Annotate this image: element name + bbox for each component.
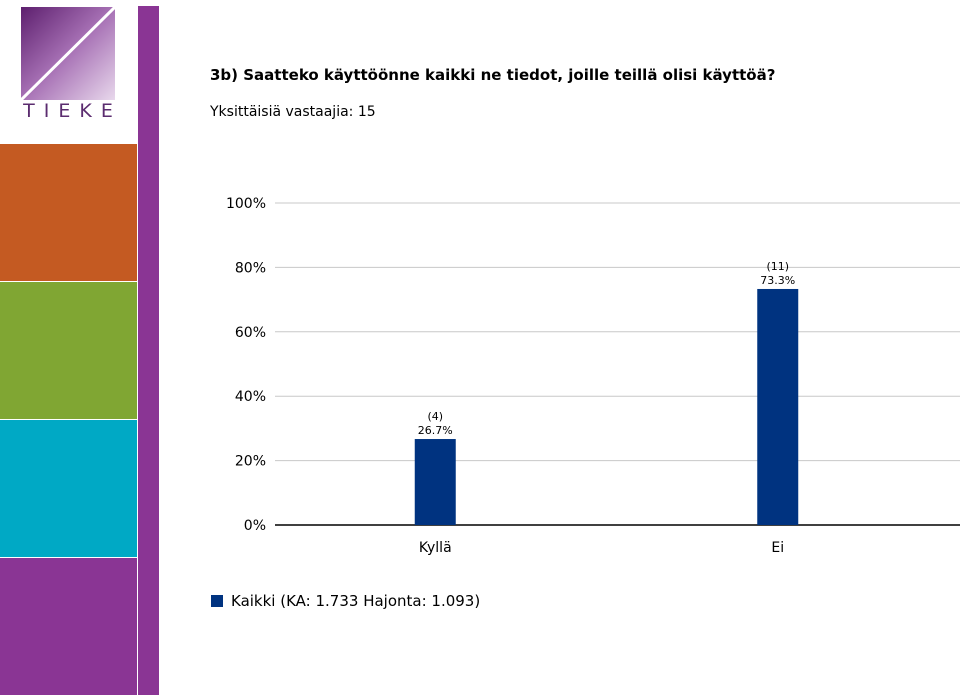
y-tick-label: 0% bbox=[244, 518, 266, 534]
legend-label: Kaikki (KA: 1.733 Hajonta: 1.093) bbox=[231, 592, 481, 610]
purple-block bbox=[0, 558, 137, 695]
green-block bbox=[0, 282, 137, 419]
x-tick-label: Kyllä bbox=[419, 540, 452, 556]
legend: Kaikki (KA: 1.733 Hajonta: 1.093) bbox=[211, 592, 480, 610]
y-tick-label: 80% bbox=[235, 260, 266, 276]
x-tick-label: Ei bbox=[771, 540, 784, 556]
logo-text: TIEKE bbox=[23, 100, 122, 122]
purple-stripe bbox=[138, 6, 159, 695]
bar bbox=[414, 439, 456, 525]
y-tick-label: 20% bbox=[235, 454, 266, 470]
bar-chart: 0% 20% 40% 60% 80% 100% 26.7%(4) Kyllä 73.3%(11)… bbox=[226, 196, 960, 556]
data-label-count: (4) bbox=[427, 410, 443, 423]
data-label-percent: 73.3% bbox=[760, 274, 795, 287]
chart-title: 3b) Saatteko käyttöönne kaikki ne tiedot… bbox=[210, 66, 776, 84]
data-label-count: (11) bbox=[766, 260, 789, 273]
brand-sidebar: TIEKE bbox=[0, 0, 137, 695]
y-tick-label: 60% bbox=[235, 325, 266, 341]
y-tick-label: 100% bbox=[226, 196, 266, 212]
logo-mark-icon bbox=[21, 7, 115, 100]
logo: TIEKE bbox=[0, 0, 137, 144]
bar bbox=[757, 288, 799, 525]
chart-subtitle: Yksittäisiä vastaajia: 15 bbox=[210, 104, 376, 120]
y-tick-label: 40% bbox=[235, 389, 266, 405]
orange-block bbox=[0, 144, 137, 281]
cyan-block bbox=[0, 420, 137, 557]
data-label-percent: 26.7% bbox=[418, 424, 453, 437]
legend-swatch bbox=[211, 595, 223, 607]
